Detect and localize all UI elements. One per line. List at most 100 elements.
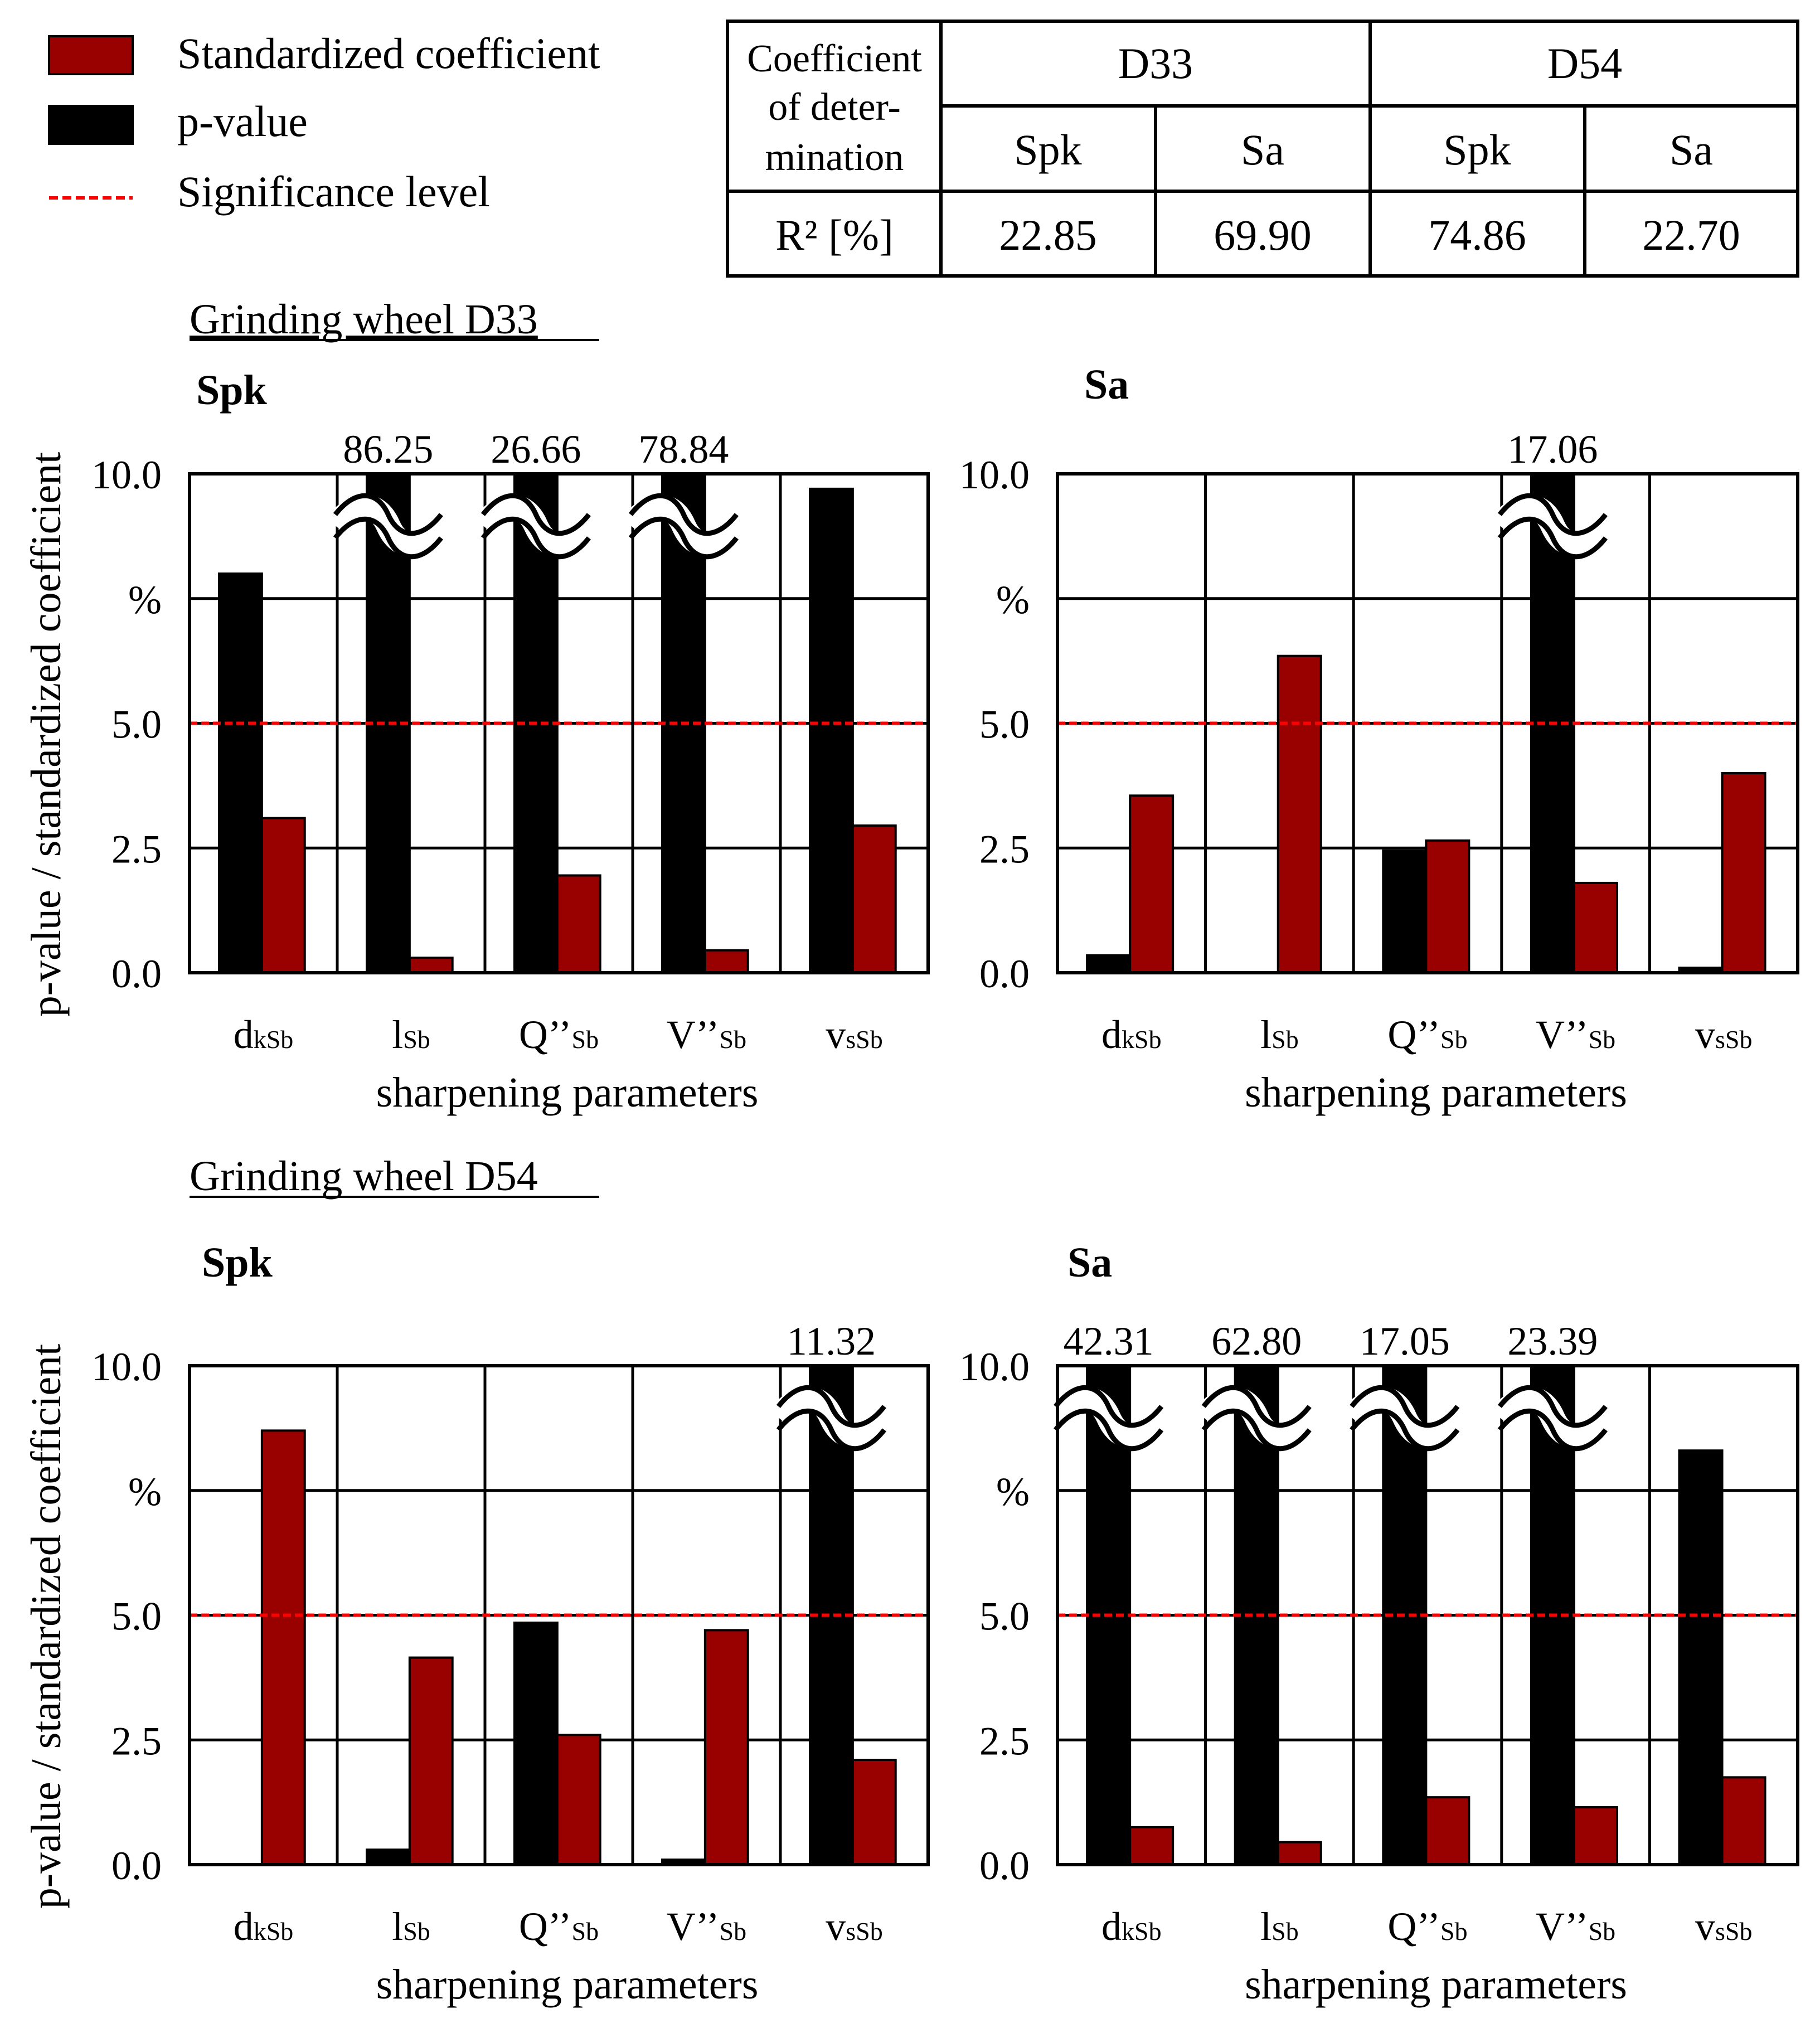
plot-frame (1056, 472, 1799, 974)
y-tick-label: 2.5 (979, 827, 1030, 871)
bar-p-value-2 (1382, 849, 1428, 974)
plot-frame (188, 1364, 930, 1866)
y-tick-label: 0.0 (979, 952, 1030, 996)
table-value-d33-sa: 69.90 (1214, 211, 1312, 259)
x-tick-label: Q’’Sb (519, 1904, 599, 1949)
bar-standardized-coefficient-3 (703, 1629, 749, 1866)
axis-break-mark (1497, 493, 1608, 536)
x-tick-subscript: sSb (1715, 1025, 1752, 1054)
axis-break-mark (776, 1408, 886, 1452)
y-axis-label: p-value / standardized coefficient (23, 452, 70, 1017)
x-tick-subscript: kSb (254, 1917, 294, 1945)
section-title-d33: Grinding wheel D33 (190, 296, 538, 343)
axis-break-mark (1497, 516, 1608, 560)
x-tick-label: vsSb (826, 1904, 882, 1949)
bar-standardized-coefficient-4 (851, 824, 897, 974)
x-tick-main: V’’ (667, 1904, 720, 1949)
axis-break-gap (1490, 494, 1615, 557)
bar-standardized-coefficient-1 (408, 1656, 454, 1866)
axis-break-mark (1201, 1385, 1312, 1428)
legend-label-p-value: p-value (177, 97, 308, 145)
overflow-value-label: 86.25 (343, 427, 433, 472)
x-tick-label: dkSb (234, 1012, 294, 1057)
overflow-value-label: 11.32 (787, 1319, 876, 1364)
x-tick-label: vsSb (1695, 1904, 1752, 1949)
table-group-d54: D54 (1547, 39, 1622, 88)
bar-p-value-0 (1086, 954, 1132, 974)
overflow-value-label: 62.80 (1211, 1319, 1302, 1364)
bar-standardized-coefficient-2 (1425, 1796, 1470, 1866)
bar-p-value-4 (1678, 1449, 1724, 1866)
bar-standardized-coefficient-4 (1721, 1776, 1766, 1866)
table-corner-line-2: of deter- (768, 86, 901, 129)
x-tick-main: d (234, 1012, 254, 1057)
bar-standardized-coefficient-2 (556, 874, 601, 974)
y-tick-label: 5.0 (111, 702, 162, 747)
bar-standardized-coefficient-1 (1277, 1841, 1322, 1866)
axis-break-mark (1054, 1408, 1164, 1452)
axis-break-gap (1342, 1386, 1468, 1449)
chart-d54-sa: 0.02.55.0%10.042.31dkSb62.80lSb17.05Q’’S… (959, 1239, 1799, 2008)
plot-frame (188, 472, 930, 974)
overflow-value-label: 78.84 (638, 427, 729, 472)
x-tick-main: Q’’ (519, 1904, 572, 1949)
x-tick-subscript: Sb (403, 1025, 430, 1054)
chart-title: Sa (1084, 361, 1129, 408)
x-tick-main: d (1101, 1904, 1122, 1949)
x-tick-subscript: Sb (403, 1917, 430, 1945)
x-tick-subscript: kSb (254, 1025, 294, 1054)
x-tick-subscript: sSb (846, 1025, 882, 1054)
x-tick-label: dkSb (1101, 1904, 1162, 1949)
bar-standardized-coefficient-0 (260, 817, 306, 974)
x-tick-main: v (1695, 1012, 1715, 1057)
table-value-d54-sa: 22.70 (1642, 211, 1740, 259)
axis-break-mark (1350, 1408, 1460, 1452)
x-tick-main: Q’’ (1387, 1012, 1440, 1057)
bar-standardized-coefficient-4 (851, 1759, 897, 1866)
x-tick-subscript: kSb (1122, 1025, 1162, 1054)
bar-standardized-coefficient-3 (703, 949, 749, 974)
y-tick-label: 2.5 (111, 827, 162, 871)
x-tick-main: V’’ (667, 1012, 720, 1057)
bar-p-value-1 (366, 1848, 411, 1866)
x-tick-main: v (1695, 1904, 1715, 1949)
legend: Standardized coefficient p-value Signifi… (48, 29, 600, 216)
x-tick-subscript: Sb (572, 1025, 599, 1054)
y-tick-label: % (996, 578, 1030, 622)
x-tick-label: Q’’Sb (1387, 1904, 1467, 1949)
y-tick-label: 10.0 (91, 453, 162, 497)
overflow-value-label: 42.31 (1064, 1319, 1154, 1364)
y-tick-label: % (128, 1469, 162, 1514)
axis-break-mark (481, 493, 591, 536)
y-tick-label: 2.5 (111, 1719, 162, 1763)
table-value-d54-spk: 74.86 (1428, 211, 1526, 259)
axis-break-gap (1046, 1386, 1171, 1449)
bar-p-value-0 (218, 572, 263, 974)
plot-frame (1056, 1364, 1799, 1866)
bar-p-value-2 (513, 1621, 559, 1866)
x-tick-label: Q’’Sb (519, 1012, 599, 1057)
x-tick-subscript: Sb (1440, 1025, 1468, 1054)
x-tick-main: l (1260, 1904, 1271, 1949)
overflow-value-label: 17.05 (1360, 1319, 1450, 1364)
axis-break-gap (473, 494, 599, 557)
chart-title: Spk (196, 367, 268, 414)
x-tick-label: V’’Sb (667, 1012, 746, 1057)
bar-standardized-coefficient-1 (408, 957, 454, 974)
x-tick-main: d (234, 1904, 254, 1949)
x-tick-label: V’’Sb (1536, 1904, 1615, 1949)
axis-break-gap (621, 494, 746, 557)
y-axis-label: p-value / standardized coefficient (23, 1344, 70, 1909)
x-tick-label: lSb (1260, 1012, 1299, 1057)
axis-break-mark (1497, 1385, 1608, 1428)
bar-standardized-coefficient-2 (1425, 839, 1470, 974)
y-tick-label: 5.0 (979, 702, 1030, 747)
x-tick-subscript: Sb (1589, 1917, 1616, 1945)
bar-standardized-coefficient-2 (556, 1734, 601, 1866)
table-sub-d54-spk: Spk (1443, 125, 1511, 174)
axis-break-gap (1193, 1386, 1319, 1449)
table-row-label-r2: R² [%] (775, 211, 894, 259)
bar-standardized-coefficient-0 (1129, 1826, 1174, 1866)
y-tick-label: 2.5 (979, 1719, 1030, 1763)
axis-break-mark (1201, 1408, 1312, 1452)
